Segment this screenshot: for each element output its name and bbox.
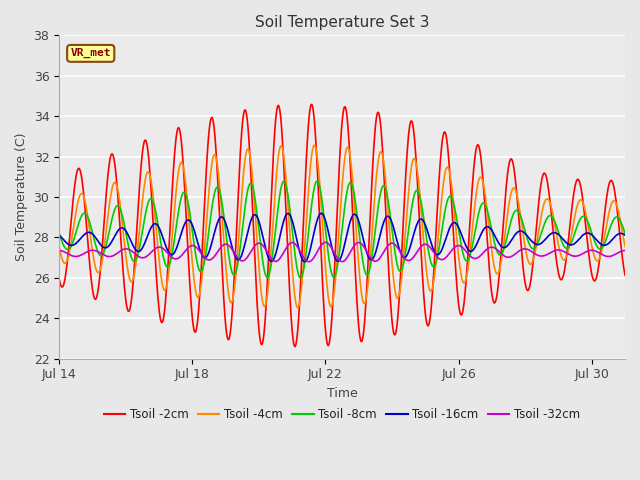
X-axis label: Time: Time: [326, 387, 358, 400]
Tsoil -4cm: [170, 216, 177, 221]
Tsoil -16cm: [132, 247, 140, 252]
Line: Tsoil -4cm: Tsoil -4cm: [59, 145, 625, 308]
Line: Tsoil -16cm: Tsoil -16cm: [59, 213, 625, 262]
Tsoil -32cm: [132, 252, 140, 257]
Tsoil -8cm: [297, 275, 305, 281]
Tsoil -8cm: [132, 258, 140, 264]
Tsoil -4cm: [55, 244, 63, 250]
Tsoil -4cm: [132, 264, 140, 269]
Tsoil -2cm: [170, 163, 177, 168]
Tsoil -32cm: [322, 240, 330, 245]
Tsoil -16cm: [317, 210, 325, 216]
Line: Tsoil -32cm: Tsoil -32cm: [59, 242, 625, 262]
Tsoil -4cm: [621, 244, 629, 250]
Tsoil -16cm: [349, 212, 357, 217]
Tsoil -16cm: [489, 229, 497, 235]
Legend: Tsoil -2cm, Tsoil -4cm, Tsoil -8cm, Tsoil -16cm, Tsoil -32cm: Tsoil -2cm, Tsoil -4cm, Tsoil -8cm, Tsoi…: [99, 403, 585, 426]
Tsoil -16cm: [120, 226, 127, 231]
Tsoil -8cm: [621, 230, 629, 236]
Tsoil -4cm: [311, 143, 319, 148]
Line: Tsoil -2cm: Tsoil -2cm: [59, 105, 625, 347]
Tsoil -2cm: [349, 230, 357, 236]
Line: Tsoil -8cm: Tsoil -8cm: [59, 181, 625, 278]
Y-axis label: Soil Temperature (C): Soil Temperature (C): [15, 133, 28, 261]
Tsoil -8cm: [55, 230, 63, 236]
Tsoil -4cm: [489, 257, 497, 263]
Tsoil -8cm: [349, 188, 357, 193]
Title: Soil Temperature Set 3: Soil Temperature Set 3: [255, 15, 429, 30]
Tsoil -8cm: [170, 241, 177, 247]
Tsoil -8cm: [120, 219, 127, 225]
Tsoil -8cm: [314, 178, 321, 184]
Tsoil -2cm: [397, 256, 405, 262]
Tsoil -32cm: [55, 248, 63, 253]
Tsoil -16cm: [170, 251, 177, 256]
Tsoil -2cm: [308, 102, 316, 108]
Tsoil -32cm: [489, 244, 497, 250]
Tsoil -32cm: [621, 248, 629, 253]
Tsoil -4cm: [397, 276, 405, 282]
Tsoil -2cm: [621, 272, 629, 278]
Tsoil -8cm: [397, 267, 405, 273]
Tsoil -2cm: [120, 276, 127, 282]
Tsoil -2cm: [489, 298, 497, 303]
Tsoil -16cm: [55, 232, 63, 238]
Tsoil -32cm: [120, 246, 127, 252]
Tsoil -8cm: [489, 234, 497, 240]
Tsoil -4cm: [349, 189, 357, 195]
Tsoil -32cm: [305, 259, 313, 264]
Tsoil -4cm: [120, 234, 127, 240]
Tsoil -2cm: [291, 344, 299, 349]
Tsoil -16cm: [397, 252, 405, 257]
Tsoil -16cm: [621, 232, 629, 238]
Tsoil -2cm: [132, 247, 140, 252]
Text: VR_met: VR_met: [70, 48, 111, 59]
Tsoil -32cm: [349, 244, 357, 250]
Tsoil -2cm: [55, 276, 63, 282]
Tsoil -32cm: [397, 251, 405, 257]
Tsoil -16cm: [301, 259, 308, 264]
Tsoil -32cm: [170, 256, 177, 262]
Tsoil -4cm: [294, 305, 302, 311]
